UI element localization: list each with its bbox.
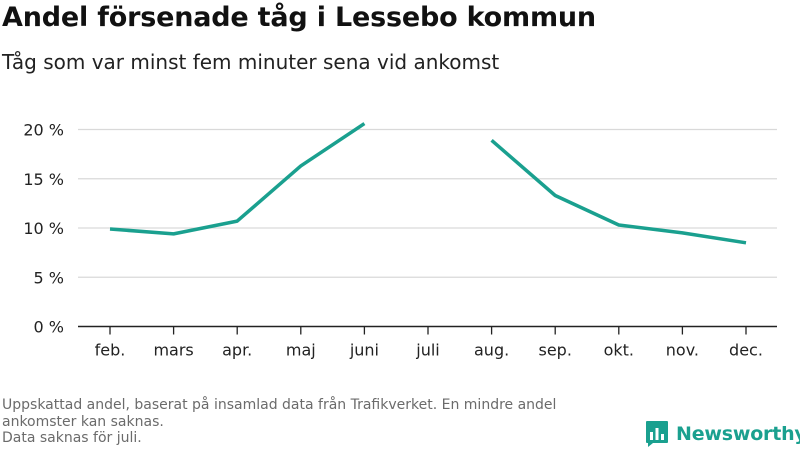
x-tick-label: feb. xyxy=(95,341,126,360)
y-tick-label: 10 % xyxy=(23,219,64,238)
x-tick-label: maj xyxy=(286,341,316,360)
x-tick-label: mars xyxy=(153,341,193,360)
x-tick-label: dec. xyxy=(729,341,763,360)
newsworthy-logo[interactable]: Newsworthy xyxy=(645,420,800,448)
x-tick-label: juni xyxy=(349,341,379,360)
grid-lines xyxy=(78,128,777,278)
x-tick-label: nov. xyxy=(666,341,699,360)
chart-title: Andel försenade tåg i Lessebo kommun xyxy=(2,2,596,33)
x-tick-label: aug. xyxy=(474,341,509,360)
y-tick-label: 20 % xyxy=(23,121,64,140)
logo-text: Newsworthy xyxy=(676,423,800,445)
x-tick-label: juli xyxy=(415,341,439,360)
footnote-line-2: ankomster kan saknas. xyxy=(2,413,164,430)
x-tick-label: apr. xyxy=(222,341,252,360)
y-tick-label: 15 % xyxy=(23,170,64,189)
footnote-line-3: Data saknas för juli. xyxy=(2,430,142,446)
x-axis: feb. mars apr. maj juni juli aug. sep. okt. nov. d… xyxy=(78,325,777,360)
footnote-line-1: Uppskattad andel, baserat på insamlad da… xyxy=(2,397,557,413)
y-tick-label: 0 % xyxy=(34,318,64,337)
series-line-segment xyxy=(109,122,366,236)
series-line-segment xyxy=(490,138,747,245)
footnote: Uppskattad andel, baserat på insamlad da… xyxy=(2,397,642,447)
y-tick-label: 5 % xyxy=(34,268,64,287)
x-tick-label: sep. xyxy=(538,341,571,360)
line-chart: 0 % 5 % 10 % 15 % 20 % feb. mars apr. maj juni ju… xyxy=(23,121,777,360)
x-tick-label: okt. xyxy=(604,341,634,360)
newsworthy-bar-chart-icon xyxy=(646,421,668,447)
y-axis-tick-labels: 0 % 5 % 10 % 15 % 20 % xyxy=(23,121,64,337)
series-lines xyxy=(109,122,747,245)
chart-subtitle: Tåg som var minst fem minuter sena vid a… xyxy=(2,50,500,74)
